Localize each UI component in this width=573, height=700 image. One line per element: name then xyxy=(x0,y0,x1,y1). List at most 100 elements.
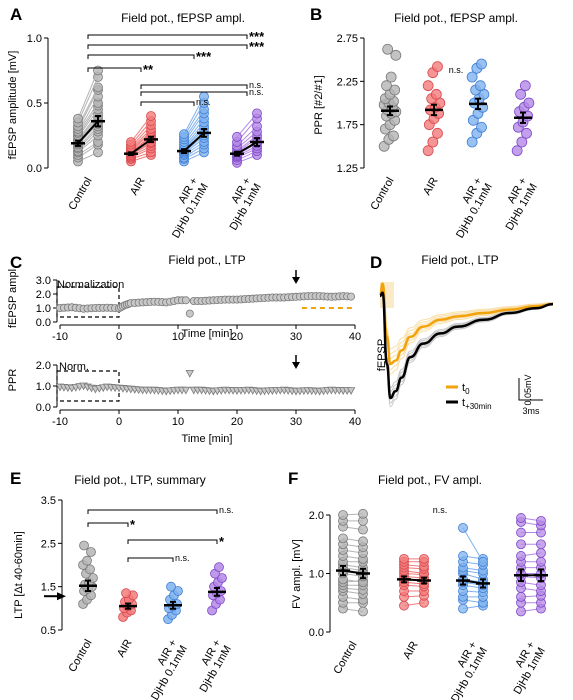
panel-f-point xyxy=(516,606,526,617)
panel-b-point xyxy=(511,145,523,157)
panel-e-significance: * xyxy=(219,534,225,549)
panel-c-bottom-xtick-label: 0 xyxy=(116,416,122,428)
panel-d-t30-trace xyxy=(379,291,554,400)
panel-b-point xyxy=(430,88,442,100)
panel-a-significance: *** xyxy=(249,39,265,54)
panel-b-xtick-label: AIR +DjHb 1mM xyxy=(493,176,540,233)
panel-e-point xyxy=(173,586,183,596)
panel-f-point xyxy=(458,522,468,533)
panel-d-t0-trial-trace xyxy=(379,285,554,355)
panel-e-ytick-label: 1.5 xyxy=(41,582,56,594)
panel-b-xtick-label: Control xyxy=(368,176,396,213)
panel-b-title: Field pot., fEPSP ampl. xyxy=(394,11,518,25)
panel-f-ytick-label: 2.0 xyxy=(309,510,324,522)
panel-a-bracket xyxy=(140,91,248,96)
panel-f-significance: n.s. xyxy=(433,505,448,515)
panel-f-point xyxy=(338,510,348,520)
panel-b-point xyxy=(476,121,487,133)
panel-b-point xyxy=(523,97,535,109)
panel-e-xtick-label: Control xyxy=(66,638,94,675)
panel-a-significance: *** xyxy=(249,29,265,44)
panel-b-point xyxy=(422,80,434,92)
panel-a-ylabel: fEPSP amplitude [mV] xyxy=(7,51,19,160)
panel-b-ytick-label: 2.25 xyxy=(337,76,358,88)
panel-b-ylabel: PPR [#2/#1] xyxy=(313,75,325,134)
panel-d-scale-x: 3ms xyxy=(522,406,540,416)
panel-f-point xyxy=(536,556,546,567)
panel-e-ytick-label: 3.5 xyxy=(41,495,56,507)
panel-f-xtick-label: AIR xyxy=(401,639,421,661)
panel-c-top-xtick-label: 20 xyxy=(231,331,243,343)
panel-f-xtick-label: AIR +DjHb 0.1mM xyxy=(439,640,490,700)
panel-b-ytick-label: 1.25 xyxy=(337,163,358,175)
panel-c-bottom-xtick-label: 40 xyxy=(349,416,361,428)
panel-a-bracket xyxy=(87,44,248,49)
panel-b-ytick-label: 1.75 xyxy=(337,120,358,132)
panel-a-title: Field pot., fEPSP ampl. xyxy=(121,11,245,25)
panel-e-xtick-label: AIR +DjHb 0.1mM xyxy=(139,638,190,700)
panel-c-bottom-ytick-label: 1.0 xyxy=(36,381,51,393)
panel-b-point xyxy=(381,80,392,92)
panel-label-b: B xyxy=(310,5,322,24)
panel-f-point xyxy=(536,539,546,550)
panel-c-top-ytick-label: 0.0 xyxy=(36,317,51,329)
panel-f-point xyxy=(516,539,526,550)
panel-e-xtick-label: AIR xyxy=(115,637,135,659)
panel-c-normalization-box xyxy=(56,286,120,318)
panel-a-point xyxy=(93,65,103,76)
panel-f-point xyxy=(358,508,368,519)
panel-a-ytick-label: 0.0 xyxy=(27,163,42,175)
panel-e-bracket xyxy=(127,539,218,544)
panel-d-legend-t30: t+30min xyxy=(462,397,492,411)
panel-b-point xyxy=(474,80,486,92)
panel-e-point xyxy=(85,564,95,575)
panel-e-point xyxy=(121,588,131,599)
panel-f-point xyxy=(458,551,468,561)
panel-c-bottom-xtick-label: 30 xyxy=(290,416,302,428)
panel-f-point xyxy=(419,553,429,564)
panel-a-point xyxy=(126,137,136,147)
panel-c-top-arrow-head xyxy=(292,277,300,284)
panel-f-point xyxy=(358,606,368,617)
panel-a-mean-line xyxy=(236,141,258,155)
panel-a-bracket xyxy=(140,101,195,106)
panel-c-bottom-ytick-label: 2.0 xyxy=(36,360,51,372)
panel-b-xtick-label: AIR xyxy=(421,175,441,197)
panel-f-point xyxy=(338,533,348,544)
panel-f-point xyxy=(516,527,526,538)
panel-f-point xyxy=(478,556,488,567)
panel-c-top-ylabel: fEPSP ampl. xyxy=(7,266,19,328)
panel-c-top-point xyxy=(185,309,194,318)
panel-e-ytick-label: 2.5 xyxy=(41,538,56,550)
panel-c-bottom-arrow-head xyxy=(292,362,300,369)
panel-e-significance: n.s. xyxy=(219,505,234,515)
panel-e-point xyxy=(166,581,176,592)
panel-f-point xyxy=(536,515,546,526)
panel-c-top-ytick-label: 3.0 xyxy=(36,275,51,287)
panel-label-a: A xyxy=(10,5,22,24)
panel-c-top-xtick-label: 10 xyxy=(172,331,184,343)
panel-b-significance: n.s. xyxy=(449,65,464,75)
panel-a-mean-line xyxy=(183,132,205,152)
panel-f-point xyxy=(516,513,526,523)
panel-c-bottom-point xyxy=(185,369,195,378)
panel-label-e: E xyxy=(10,469,21,488)
panel-c-top-point xyxy=(347,292,356,301)
panel-c-top-xtick-label: -10 xyxy=(52,331,68,343)
panel-c-normalization-label: Normalization xyxy=(57,279,124,291)
panel-f-xtick-label: Control xyxy=(331,640,359,677)
panel-c-bottom-xlabel: Time [min] xyxy=(182,433,233,445)
panel-e-arrow-head xyxy=(57,592,66,601)
panel-a-pair-line xyxy=(77,76,99,123)
panel-label-f: F xyxy=(288,469,298,488)
panel-a-ytick-label: 0.5 xyxy=(27,98,42,110)
panel-a-significance: *** xyxy=(196,49,212,64)
panel-b-point xyxy=(519,80,531,92)
panel-d-title: Field pot., LTP xyxy=(421,253,498,267)
panel-f-point xyxy=(516,592,526,602)
panel-f-pair-line xyxy=(462,527,484,563)
panel-f-point xyxy=(399,553,409,564)
panel-b-point xyxy=(521,127,532,139)
panel-c-bottom-ytick-label: 0.0 xyxy=(36,402,51,414)
